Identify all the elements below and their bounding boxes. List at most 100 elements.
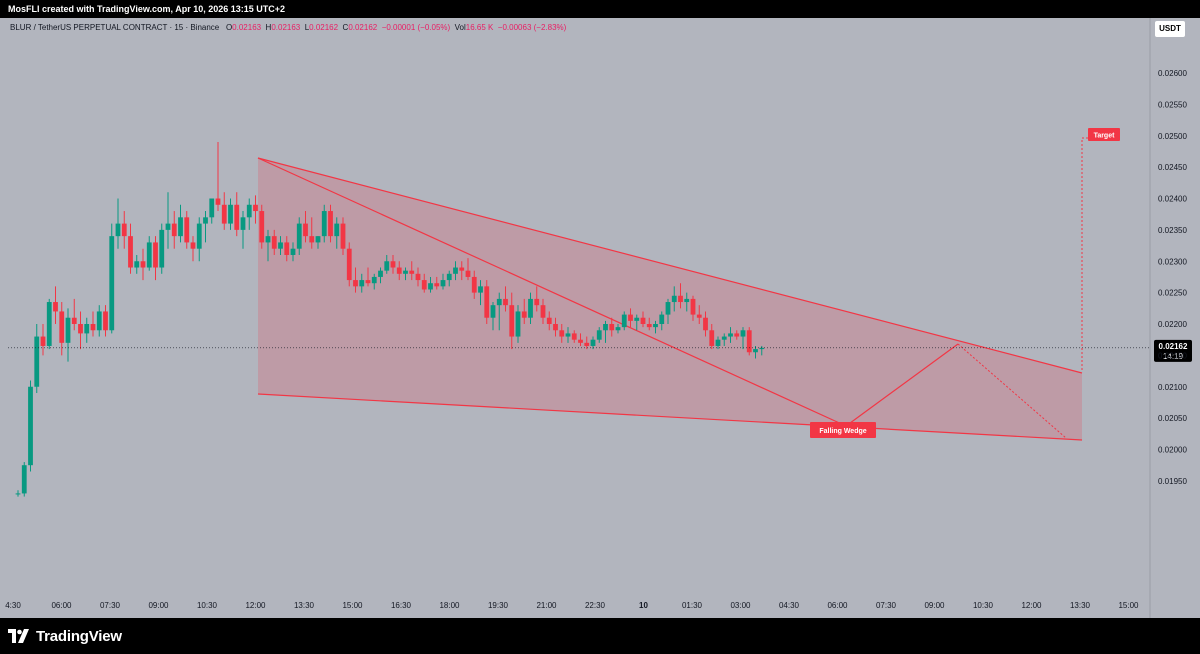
candle-body (103, 311, 108, 331)
x-tick-label: 01:30 (682, 601, 703, 610)
candle-body (690, 298, 696, 315)
y-tick-label: 0.02400 (1158, 195, 1187, 204)
candle-body (240, 217, 246, 230)
x-tick-label: 19:30 (488, 601, 509, 610)
candle-body (384, 261, 390, 271)
candle-body (471, 276, 477, 293)
candle-body (78, 324, 83, 334)
footer-bar: TradingView (0, 618, 1200, 654)
candle-body (15, 493, 21, 495)
y-tick-label: 0.01950 (1158, 477, 1187, 486)
candle-body (696, 314, 702, 318)
y-tick-label: 0.02100 (1158, 383, 1187, 392)
y-tick-label: 0.02200 (1158, 320, 1187, 329)
candle-body (684, 298, 690, 303)
candle-body (721, 336, 727, 340)
candle-body (409, 270, 415, 274)
candle-body (309, 236, 315, 243)
chart-area[interactable]: BLUR / TetherUS PERPETUAL CONTRACT · 15 … (0, 18, 1200, 618)
candle-body (196, 223, 202, 249)
candle-body (271, 236, 277, 249)
candle-body (659, 314, 665, 324)
candle-body (371, 276, 377, 284)
candle-body (96, 311, 102, 331)
x-tick-label: 09:00 (148, 601, 169, 610)
x-tick-label: 07:30 (100, 601, 121, 610)
x-tick-label: 13:30 (294, 601, 315, 610)
candle-body (509, 305, 515, 337)
candle-body (440, 280, 446, 287)
author-bar: MosFLI created with TradingView.com, Apr… (0, 0, 1200, 18)
candle-body (128, 236, 133, 268)
candle-body (521, 311, 527, 318)
candle-body (478, 286, 483, 293)
wedge-upper-line (257, 157, 1083, 374)
candle-body (71, 317, 77, 324)
wave-up-line (845, 343, 959, 427)
candle-body (53, 302, 58, 312)
symbol-name: BLUR / TetherUS PERPETUAL CONTRACT · 15 … (10, 23, 220, 32)
candle-body (203, 217, 208, 224)
candle-body (284, 242, 290, 255)
candle-body (259, 211, 265, 243)
y-tick-label: 0.02350 (1158, 226, 1187, 235)
candle-body (246, 204, 252, 218)
candle-body (215, 198, 221, 205)
candle-body (353, 280, 358, 287)
wedge-fill (258, 158, 1082, 440)
x-tick-label: 12:00 (1021, 601, 1042, 610)
candle-body (165, 223, 171, 230)
target-label-bg (1088, 128, 1120, 141)
candle-body (184, 217, 190, 243)
target-label: Target (1094, 133, 1116, 140)
currency-button[interactable]: USDT (1155, 21, 1185, 37)
candle-body (559, 330, 565, 337)
candle-body (234, 204, 240, 230)
x-tick-label: 07:30 (876, 601, 897, 610)
candle-body (571, 333, 577, 340)
volume-label: Vol (454, 23, 466, 32)
x-tick-label: 16:30 (391, 601, 412, 610)
x-tick-label: 10 (639, 601, 648, 610)
candle-body (434, 283, 440, 287)
candle-body (628, 314, 633, 321)
candle-body (540, 305, 546, 318)
candle-body (403, 270, 408, 274)
x-tick-label: 10:30 (197, 601, 218, 610)
candle-body (565, 333, 571, 337)
candle-body (746, 330, 752, 353)
candle-body (609, 324, 615, 331)
x-tick-label: 21:00 (536, 601, 557, 610)
candle-body (321, 211, 327, 237)
candle-body (40, 336, 46, 346)
candle-body (303, 223, 308, 237)
candle-body (446, 273, 452, 281)
x-tick-label: 12:00 (245, 601, 266, 610)
candle-body (615, 327, 621, 331)
open-value: 0.02163 (232, 23, 262, 32)
candle-body (584, 342, 590, 346)
tradingview-logo[interactable]: TradingView (8, 626, 122, 646)
candle-body (190, 242, 196, 249)
candle-body (46, 302, 52, 346)
x-tick-label: 10:30 (973, 601, 994, 610)
candle-body (340, 223, 346, 249)
x-tick-label: 04:30 (779, 601, 800, 610)
high-label: H (265, 23, 272, 32)
candle-body (253, 204, 258, 212)
candle-body (265, 236, 271, 243)
tradingview-brand: TradingView (36, 627, 122, 645)
candle-body (484, 286, 490, 318)
close-label: C (342, 23, 349, 32)
candle-body (496, 298, 502, 306)
candle-body (209, 198, 215, 218)
volume-value: 16.65 K (465, 23, 494, 32)
candle-body (328, 211, 333, 237)
candle-body (90, 324, 96, 331)
candle-body (115, 223, 121, 237)
candle-body (665, 302, 671, 315)
candle-body (634, 317, 640, 321)
candle-body (59, 311, 65, 343)
volume-change: −0.00063 (−2.83%) (497, 23, 567, 32)
